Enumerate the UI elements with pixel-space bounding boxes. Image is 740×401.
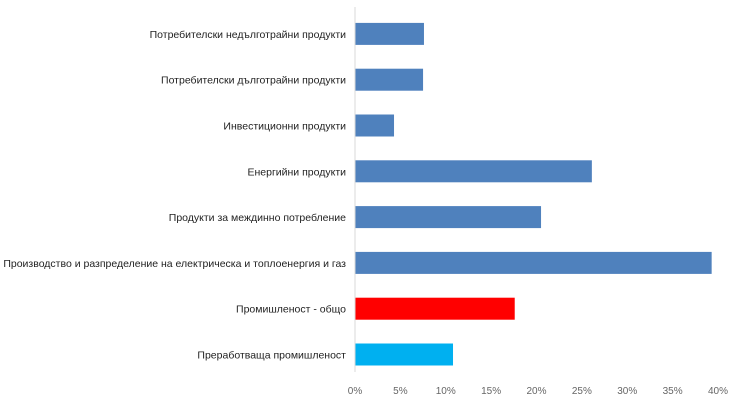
bar bbox=[355, 22, 424, 45]
x-tick-label: 40% bbox=[708, 386, 728, 397]
x-tick-label: 5% bbox=[393, 386, 408, 397]
bar bbox=[355, 206, 542, 229]
x-tick-label: 25% bbox=[572, 386, 592, 397]
category-label: Инвестиционни продукти bbox=[223, 121, 346, 133]
x-tick-label: 20% bbox=[526, 386, 546, 397]
category-label: Потребителски недълготрайни продукти bbox=[150, 29, 347, 41]
category-label: Продукти за междинно потребление bbox=[169, 212, 346, 224]
x-tick-label: 35% bbox=[663, 386, 683, 397]
category-label: Потребителски дълготрайни продукти bbox=[161, 75, 346, 87]
bar bbox=[355, 160, 592, 183]
bar bbox=[355, 343, 454, 366]
category-label: Производство и разпределение на електрич… bbox=[3, 258, 346, 270]
category-label: Енергийни продукти bbox=[247, 166, 346, 178]
x-tick-label: 15% bbox=[481, 386, 501, 397]
x-tick-label: 10% bbox=[436, 386, 456, 397]
bar bbox=[355, 251, 712, 274]
bar bbox=[355, 114, 395, 137]
category-label: Промишленост - общо bbox=[236, 304, 346, 316]
bar bbox=[355, 68, 424, 91]
category-label: Преработваща промишленост bbox=[197, 350, 346, 362]
x-tick-label: 0% bbox=[348, 386, 363, 397]
bar bbox=[355, 297, 515, 320]
x-tick-label: 30% bbox=[617, 386, 637, 397]
